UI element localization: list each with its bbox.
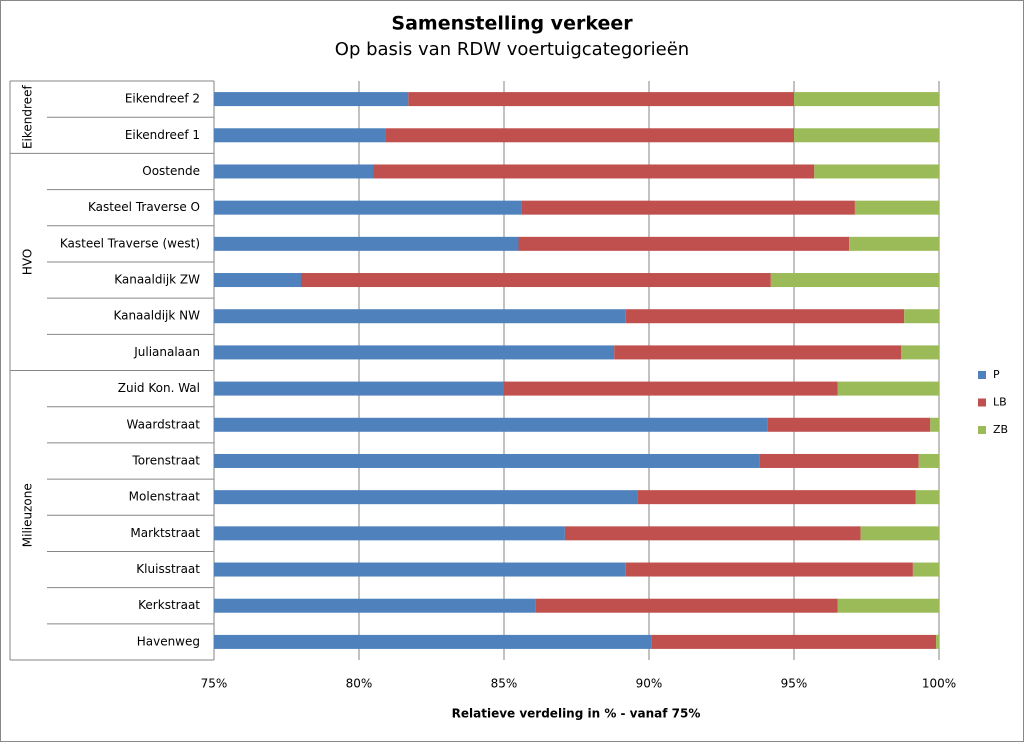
bar-segment [936,634,939,649]
category-label: Kasteel Traverse (west) [60,236,200,250]
bar-segment [214,309,626,324]
bar-segment [214,273,301,288]
bar-segment [214,200,522,215]
legend-swatch [978,426,986,434]
chart-subtitle: Op basis van RDW voertuigcategorieën [335,39,689,60]
bar-segment [837,381,939,396]
bar-segment [214,236,519,251]
bar-segment [214,598,536,613]
bar-segment [504,381,838,396]
x-tick-label: 90% [636,677,663,691]
legend-label: P [993,368,1000,381]
bar-segment [214,526,565,541]
bar-segment [214,634,652,649]
bar-segment [849,236,939,251]
category-label: Eikendreef 2 [125,92,200,106]
bar-segment [564,526,861,541]
bar-segment [767,417,931,432]
bar-segment [214,381,504,396]
bar-segment [214,128,386,143]
bar-segment [854,200,939,215]
bar-segment [214,164,374,179]
category-label: Eikendreef 1 [125,128,200,142]
bar-segment [930,417,939,432]
category-label: Waardstraat [127,417,201,431]
bar-segment [214,417,768,432]
category-label: Oostende [142,164,200,178]
bar-segment [625,309,905,324]
bar-segment [912,562,939,577]
group-label: HVO [21,249,35,275]
category-label: Kasteel Traverse O [88,200,200,214]
bar-segment [301,273,771,288]
category-label: Molenstraat [129,490,201,504]
bar-segment [214,92,409,107]
x-axis-title: Relatieve verdeling in % - vanaf 75% [452,707,701,721]
legend-label: LB [993,396,1007,409]
bar-segment [915,490,939,505]
group-label: Milieuzone [21,483,35,547]
bar-segment [535,598,838,613]
category-label: Kluisstraat [136,562,200,576]
x-tick-label: 85% [491,677,518,691]
bar-segment [770,273,939,288]
group-label: Eikendreef [21,85,35,149]
bar-segment [904,309,939,324]
category-label: Kanaaldijk NW [113,309,200,323]
x-tick-label: 75% [201,677,228,691]
category-label: Zuid Kon. Wal [118,381,200,395]
bar-segment [759,453,919,468]
x-tick-label: 95% [781,677,808,691]
bar-segment [901,345,939,360]
bar-segment [637,490,916,505]
chart-title: Samenstelling verkeer [391,13,633,35]
category-label: Kanaaldijk ZW [114,273,200,287]
bar-segment [214,562,626,577]
bar-segment [651,634,937,649]
bar-segment [794,128,939,143]
category-label: Julianalaan [133,345,200,359]
legend-swatch [978,371,986,379]
bar-segment [518,236,850,251]
bar-segment [214,490,638,505]
bar-segment [214,453,760,468]
legend-label: ZB [993,423,1008,436]
bar-segment [614,345,902,360]
bar-segment [373,164,815,179]
category-label: Kerkstraat [138,598,200,612]
bar-segment [214,345,615,360]
bar-segment [794,92,939,107]
legend-swatch [978,398,986,407]
bar-segment [918,453,939,468]
category-label: Torenstraat [131,453,200,467]
bar-segment [521,200,855,215]
bar-segment [408,92,794,107]
x-tick-label: 80% [346,677,373,691]
bar-segment [625,562,913,577]
x-tick-label: 100% [922,677,956,691]
bar-segment [837,598,939,613]
bar-segment [385,128,794,143]
category-label: Marktstraat [130,526,200,540]
category-label: Havenweg [137,634,200,648]
bar-segment [860,526,939,541]
bar-segment [814,164,939,179]
